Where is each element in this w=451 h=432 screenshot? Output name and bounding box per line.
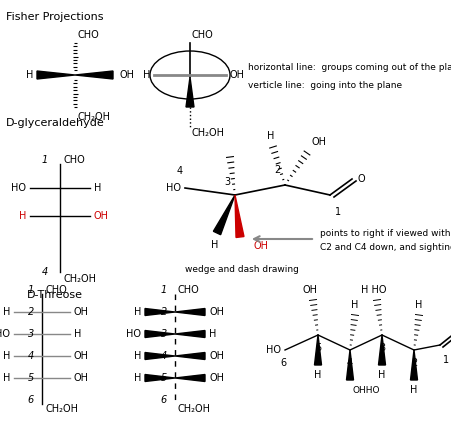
Text: H: H	[415, 300, 423, 310]
Text: OHHO: OHHO	[352, 386, 380, 395]
Text: CHO: CHO	[178, 285, 200, 295]
Text: H: H	[18, 211, 26, 221]
Text: 3: 3	[28, 329, 34, 339]
Text: wedge and dash drawing: wedge and dash drawing	[185, 265, 299, 274]
Text: CHO: CHO	[77, 30, 99, 40]
Polygon shape	[314, 335, 322, 365]
Text: 6: 6	[280, 358, 286, 368]
Text: H: H	[314, 370, 322, 380]
Text: HO: HO	[11, 183, 26, 193]
Text: H: H	[209, 329, 216, 339]
Text: C2 and C4 down, and sighting toward C1: C2 and C4 down, and sighting toward C1	[320, 242, 451, 251]
Text: 2: 2	[274, 165, 280, 175]
Polygon shape	[37, 71, 75, 79]
Text: OH: OH	[74, 373, 89, 383]
Text: H: H	[212, 240, 219, 250]
Text: HO: HO	[166, 183, 181, 193]
Text: CH₂OH: CH₂OH	[45, 404, 78, 414]
Text: CHO: CHO	[45, 285, 67, 295]
Text: points to right if viewed with C3 up,: points to right if viewed with C3 up,	[320, 229, 451, 238]
Text: H: H	[410, 385, 418, 395]
Text: OH: OH	[311, 137, 326, 147]
Text: OH: OH	[253, 241, 268, 251]
Polygon shape	[175, 375, 205, 381]
Text: CH₂OH: CH₂OH	[63, 274, 96, 284]
Text: H: H	[133, 307, 141, 317]
Text: 1: 1	[443, 355, 449, 365]
Text: D-Threose: D-Threose	[27, 290, 83, 300]
Text: O: O	[358, 174, 366, 184]
Text: Fisher Projections: Fisher Projections	[6, 12, 103, 22]
Text: 2: 2	[28, 307, 34, 317]
Text: OH: OH	[303, 285, 318, 295]
Text: OH: OH	[209, 351, 224, 361]
Polygon shape	[145, 308, 175, 315]
Text: CH₂OH: CH₂OH	[178, 404, 211, 414]
Text: H: H	[3, 373, 10, 383]
Text: CHO: CHO	[63, 155, 85, 165]
Text: H: H	[133, 351, 141, 361]
Text: OH: OH	[74, 351, 89, 361]
Text: H: H	[26, 70, 33, 80]
Text: 3: 3	[161, 329, 167, 339]
Text: CH₂OH: CH₂OH	[77, 112, 110, 122]
Text: 2: 2	[161, 307, 167, 317]
Polygon shape	[145, 353, 175, 359]
Text: OH: OH	[94, 211, 109, 221]
Text: 4: 4	[347, 358, 353, 368]
Polygon shape	[145, 375, 175, 381]
Polygon shape	[175, 330, 205, 337]
Text: 2: 2	[411, 358, 417, 368]
Polygon shape	[213, 195, 235, 235]
Text: 1: 1	[335, 207, 341, 217]
Text: D-glyceraldehyde: D-glyceraldehyde	[6, 118, 105, 128]
Text: H: H	[74, 329, 81, 339]
Text: 6: 6	[161, 395, 167, 405]
Text: OH: OH	[119, 70, 134, 80]
Text: OH: OH	[209, 373, 224, 383]
Text: H: H	[143, 70, 150, 80]
Text: 4: 4	[177, 166, 183, 176]
Text: HO: HO	[0, 329, 10, 339]
Text: 5: 5	[28, 373, 34, 383]
Text: OH: OH	[74, 307, 89, 317]
Text: 6: 6	[28, 395, 34, 405]
Polygon shape	[378, 335, 386, 365]
Polygon shape	[346, 350, 354, 380]
Text: OH: OH	[209, 307, 224, 317]
Polygon shape	[410, 350, 418, 380]
Text: 4: 4	[28, 351, 34, 361]
Polygon shape	[175, 308, 205, 315]
Text: H: H	[3, 351, 10, 361]
Text: H: H	[378, 370, 386, 380]
Text: 3: 3	[379, 343, 385, 353]
Text: CHO: CHO	[192, 30, 214, 40]
Text: 4: 4	[42, 267, 48, 277]
Text: 1: 1	[28, 285, 34, 295]
Text: 5: 5	[161, 373, 167, 383]
Text: verticle line:  going into the plane: verticle line: going into the plane	[248, 80, 402, 89]
Polygon shape	[235, 195, 244, 238]
Text: OH: OH	[230, 70, 245, 80]
Polygon shape	[75, 71, 113, 79]
Text: H: H	[3, 307, 10, 317]
Text: 3: 3	[224, 177, 230, 187]
Text: H: H	[94, 183, 101, 193]
Text: H: H	[351, 300, 359, 310]
Polygon shape	[145, 330, 175, 337]
Text: 1: 1	[161, 285, 167, 295]
Polygon shape	[186, 77, 194, 107]
Polygon shape	[175, 353, 205, 359]
Text: horizontal line:  groups coming out of the plane: horizontal line: groups coming out of th…	[248, 64, 451, 73]
Text: H HO: H HO	[361, 285, 387, 295]
Text: 4: 4	[161, 351, 167, 361]
Text: H: H	[267, 131, 275, 141]
Text: 1: 1	[42, 155, 48, 165]
Text: HO: HO	[126, 329, 141, 339]
Text: H: H	[133, 373, 141, 383]
Text: 5: 5	[315, 343, 321, 353]
Text: HO: HO	[266, 345, 281, 355]
Text: CH₂OH: CH₂OH	[192, 128, 225, 138]
